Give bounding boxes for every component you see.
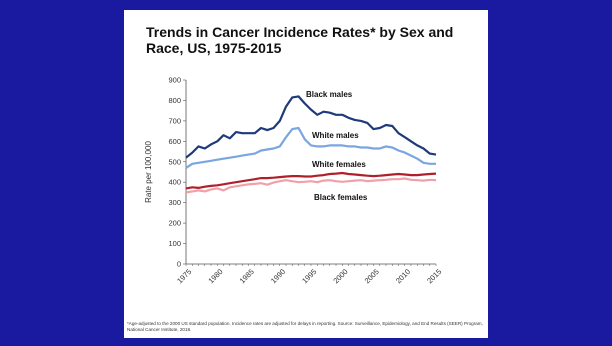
x-tick-label: 1985	[238, 267, 256, 285]
series-label-black-males: Black males	[306, 90, 353, 99]
x-tick-label: 2000	[331, 267, 349, 285]
y-tick-label: 100	[168, 239, 181, 248]
y-tick-label: 200	[168, 219, 181, 228]
y-axis-label: Rate per 100,000	[144, 141, 153, 203]
series-line-white-males	[185, 126, 436, 169]
series-label-black-females: Black females	[314, 193, 368, 202]
x-tick-label: 1995	[300, 267, 318, 285]
y-tick-label: 700	[168, 116, 181, 125]
chart-title: Trends in Cancer Incidence Rates* by Sex…	[146, 24, 454, 56]
series-label-white-females: White females	[312, 160, 366, 169]
x-tick-label: 2015	[425, 267, 443, 285]
y-tick-label: 900	[168, 76, 181, 85]
x-tick-label: 1990	[269, 267, 287, 285]
x-tick-label: 2010	[394, 267, 412, 285]
y-tick-label: 300	[168, 198, 181, 207]
series-line-black-females	[185, 177, 437, 194]
chart-plot: 0 100 200 300 400 500 600 700 800 900 1975 1980 1985…	[144, 76, 443, 286]
x-tick-label: 2005	[363, 267, 381, 285]
slide: Trends in Cancer Incidence Rates* by Sex…	[124, 10, 488, 338]
x-tick-label: 1975	[175, 267, 193, 285]
series-label-white-males: White males	[312, 131, 359, 140]
y-tick-label: 500	[168, 157, 181, 166]
y-tick-label: 0	[177, 260, 181, 269]
y-tick-label: 400	[168, 178, 181, 187]
series-line-black-males	[185, 95, 437, 159]
y-tick-label: 600	[168, 137, 181, 146]
y-tick-label: 800	[168, 96, 181, 105]
series-line-white-females	[185, 171, 437, 190]
x-tick-label: 1980	[206, 267, 224, 285]
footnote: *Age-adjusted to the 2000 US standard po…	[127, 321, 483, 332]
